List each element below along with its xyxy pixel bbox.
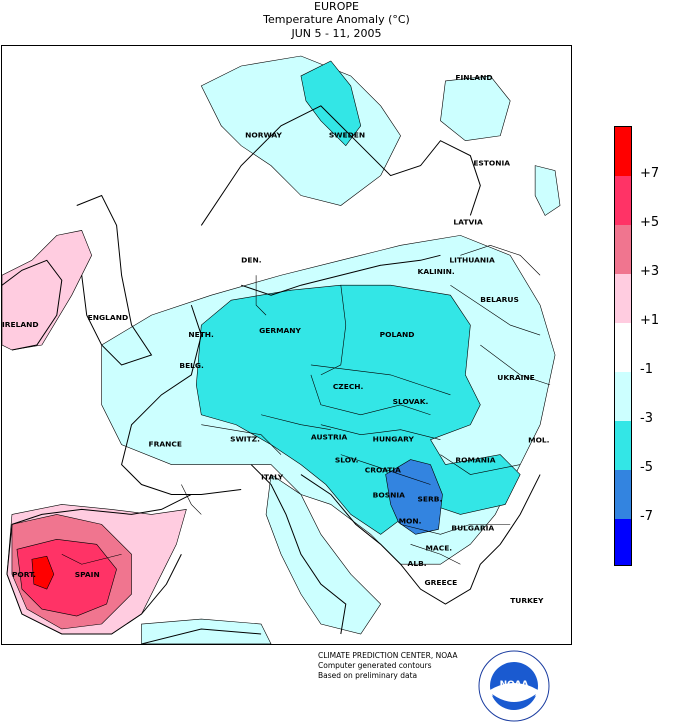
country-label-estonia: ESTONIA [473,159,510,168]
country-label-lithuania: LITHUANIA [449,255,495,264]
country-label-poland: POLAND [380,330,415,339]
legend-label: -5 [640,460,653,475]
noaa-logo: NOAA [478,650,550,722]
country-label-england: ENGLAND [88,313,128,322]
country-label-kaliningrad: KALININ. [418,267,455,276]
credits-line: CLIMATE PREDICTION CENTER, NOAA [318,651,458,660]
map-title-region: EUROPE [314,0,359,13]
country-label-norway: NORWAY [245,131,282,140]
legend-swatch [615,372,631,422]
noaa-logo-text: NOAA [500,680,529,690]
legend-swatch [615,421,631,471]
country-label-romania: ROMANIA [455,456,495,465]
credits: CLIMATE PREDICTION CENTER, NOAA Computer… [318,651,457,681]
anomaly-region-cool-dark [385,459,443,535]
map-title-variable: Temperature Anomaly (°C) [263,13,410,26]
legend-swatch [615,176,631,226]
country-label-switzerland: SWITZ. [230,435,260,444]
country-label-latvia: LATVIA [453,217,483,226]
country-label-croatia: CROATIA [365,466,401,475]
country-label-netherlands: NETH. [188,330,214,339]
country-label-macedonia: MACE. [426,543,453,552]
country-borders [61,245,551,565]
legend-label: -3 [640,411,653,426]
coastlines [2,105,541,644]
country-label-spain: SPAIN [75,570,100,579]
country-label-albania: ALB. [408,559,427,568]
country-label-czech: CZECH. [333,382,364,391]
country-label-serbia: SERB. [418,494,443,503]
country-label-slovenia: SLOV. [335,456,359,465]
country-label-ireland: IRELAND [2,320,39,329]
legend-swatch [615,470,631,520]
country-label-france: FRANCE [148,440,181,449]
country-label-austria: AUSTRIA [311,433,348,442]
legend-swatch [615,274,631,324]
legend-label: +5 [640,215,660,230]
country-label-greece: GREECE [425,578,458,587]
country-label-moldova: MOL. [528,436,550,445]
country-label-hungary: HUNGARY [373,435,415,444]
country-labels: FINLAND NORWAY SWEDEN ESTONIA LATVIA LIT… [2,73,550,605]
country-label-finland: FINLAND [455,73,492,82]
legend-swatch [615,127,631,177]
map-title-period: JUN 5 - 11, 2005 [291,27,382,40]
country-label-bulgaria: BULGARIA [451,523,494,532]
country-label-montenegro: MON. [399,516,422,525]
anomaly-map: FINLAND NORWAY SWEDEN ESTONIA LATVIA LIT… [1,45,572,645]
legend-swatch [615,519,631,565]
country-label-belarus: BELARUS [480,295,519,304]
anomaly-region-cool-mid [196,60,521,535]
legend-label: +1 [640,313,660,328]
country-label-belgium: BELG. [179,361,204,370]
legend-swatch [615,225,631,275]
legend-label: -7 [640,509,653,524]
country-label-slovakia: SLOVAK. [393,397,429,406]
country-label-italy: ITALY [261,473,284,482]
country-label-denmark: DEN. [241,255,262,264]
country-label-sweden: SWEDEN [329,131,365,140]
color-legend [614,126,632,566]
legend-label: -1 [640,362,653,377]
country-label-ukraine: UKRAINE [497,373,535,382]
legend-swatch [615,323,631,373]
country-label-turkey: TURKEY [510,596,544,605]
legend-label: +7 [640,166,660,181]
country-label-bosnia: BOSNIA [373,490,405,499]
credits-line: Computer generated contours [318,661,432,670]
credits-line: Based on preliminary data [318,671,418,680]
country-label-portugal: PORT. [12,570,36,579]
legend-label: +3 [640,264,660,279]
country-label-germany: GERMANY [259,326,301,335]
anomaly-region-warm [2,230,187,635]
